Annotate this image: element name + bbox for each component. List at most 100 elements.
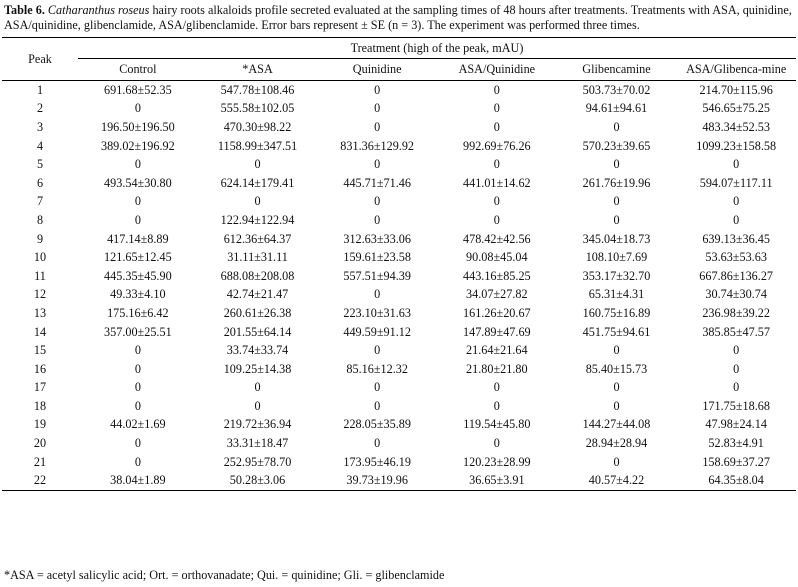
table-cell: 0 xyxy=(493,82,500,97)
table-cell: 33.31±18.47 xyxy=(226,436,289,451)
table-cell: 0 xyxy=(493,194,500,209)
table-cell: 0 xyxy=(254,380,261,395)
peak-number: 16 xyxy=(33,361,47,376)
peak-number: 15 xyxy=(33,343,47,358)
table-cell: 44.02±1.69 xyxy=(110,417,166,432)
table-cell: 171.75±18.68 xyxy=(702,398,770,413)
table-row: 6 493.54±30.80 624.14±179.41 445.71±71.46 44… xyxy=(2,174,796,193)
table-row: 21 0 252.95±78.70 173.95±46.19 120.23±28.99 0… xyxy=(2,453,796,472)
table-cell: 555.58±102.05 xyxy=(220,101,295,116)
table-body: 1 691.68±52.35 547.78±108.46 0 0 503.73±70.02… xyxy=(2,81,796,491)
table-cell: 122.94±122.94 xyxy=(220,212,295,227)
table-cell: 0 xyxy=(613,119,620,134)
table-cell: 236.98±39.22 xyxy=(702,305,770,320)
table-cell: 252.95±78.70 xyxy=(223,454,292,469)
table-row: 17 0 0 0 0 0 0 xyxy=(2,379,796,398)
table-cell: 0 xyxy=(134,361,141,376)
table-cell: 261.76±19.96 xyxy=(582,175,651,190)
table-cell: 21.64±21.64 xyxy=(466,343,528,358)
table-cell: 0 xyxy=(134,380,141,395)
table-cell: 147.89±47.69 xyxy=(463,324,531,339)
peak-number: 12 xyxy=(33,287,47,302)
peak-number: 21 xyxy=(33,454,47,469)
table-cell: 478.42±42.56 xyxy=(463,231,531,246)
table-cell: 1099.23±158.58 xyxy=(696,138,777,153)
table-cell: 0 xyxy=(374,119,381,134)
table-row: 9 417.14±8.89 612.36±64.37 312.63±33.06 478.… xyxy=(2,230,796,249)
table-cell: 121.65±12.45 xyxy=(104,250,172,265)
table-cell: 0 xyxy=(613,343,620,358)
table-cell: 451.75±94.61 xyxy=(582,324,651,339)
peak-number: 4 xyxy=(36,138,44,153)
table-cell: 0 xyxy=(374,101,381,116)
table-cell: 47.98±24.14 xyxy=(705,417,767,432)
table-cell: 0 xyxy=(254,157,261,172)
peak-number: 11 xyxy=(34,268,46,283)
table-cell: 570.23±39.65 xyxy=(582,138,651,153)
table-cell: 0 xyxy=(374,436,381,451)
peak-number: 7 xyxy=(36,194,44,209)
footnote: *ASA = acetyl salicylic acid; Ort. = ort… xyxy=(4,568,445,582)
table-cell: 0 xyxy=(134,194,141,209)
caption-text: hairy roots alkaloids profile secreted e… xyxy=(4,3,792,32)
table-cell: 0 xyxy=(493,101,500,116)
table-row: 16 0 109.25±14.38 85.16±12.32 21.80±21.80 85.… xyxy=(2,360,796,379)
table-row: 4 389.02±196.92 1158.99±347.51 831.36±129.9… xyxy=(2,137,796,156)
peak-number: 10 xyxy=(33,250,47,265)
table-cell: 385.85±47.57 xyxy=(702,324,770,339)
table-cell: 441.01±14.62 xyxy=(463,175,531,190)
table-row: 18 0 0 0 0 0 171.75±18.68 xyxy=(2,397,796,416)
table-cell: 219.72±36.94 xyxy=(223,417,292,432)
table-cell: 39.73±19.96 xyxy=(346,473,408,488)
table-row: 22 38.04±1.89 50.28±3.06 39.73±19.96 36.65±3… xyxy=(2,471,796,491)
peak-number: 2 xyxy=(36,101,44,116)
table-cell: 0 xyxy=(733,194,740,209)
table-cell: 417.14±8.89 xyxy=(107,231,169,246)
table-cell: 389.02±196.92 xyxy=(100,138,175,153)
table-row: 19 44.02±1.69 219.72±36.94 228.05±35.89 119.… xyxy=(2,416,796,435)
table-cell: 201.55±64.14 xyxy=(223,324,292,339)
table-cell: 445.35±45.90 xyxy=(104,268,172,283)
table-cell: 688.08±208.08 xyxy=(220,268,295,283)
table-cell: 85.40±15.73 xyxy=(585,361,648,376)
table-cell: 557.51±94.39 xyxy=(343,268,411,283)
column-header: ASA/Quinidine xyxy=(458,62,536,76)
peak-number: 6 xyxy=(36,175,44,190)
table-cell: 228.05±35.89 xyxy=(343,417,411,432)
column-header: Glibencamine xyxy=(582,62,651,76)
column-header: *ASA xyxy=(242,62,273,76)
table-cell: 345.04±18.73 xyxy=(582,231,651,246)
peak-number: 20 xyxy=(33,436,47,451)
table-cell: 175.16±6.42 xyxy=(107,305,169,320)
table-cell: 158.69±37.27 xyxy=(702,454,770,469)
peak-number: 14 xyxy=(33,324,47,339)
table-cell: 831.36±129.92 xyxy=(340,138,415,153)
table-cell: 38.04±1.89 xyxy=(110,473,166,488)
table-cell: 691.68±52.35 xyxy=(104,82,172,97)
table-cell: 40.57±4.22 xyxy=(588,473,645,488)
table-cell: 0 xyxy=(134,398,141,413)
table-cell: 0 xyxy=(733,212,740,227)
table-cell: 0 xyxy=(134,343,141,358)
table-cell: 0 xyxy=(374,157,381,172)
peak-number: 8 xyxy=(36,212,44,227)
table-cell: 443.16±85.25 xyxy=(463,268,531,283)
table-cell: 0 xyxy=(493,119,500,134)
peak-number: 19 xyxy=(33,417,47,432)
column-header: Control xyxy=(119,62,157,76)
table-cell: 31.11±31.11 xyxy=(227,250,288,265)
table-cell: 0 xyxy=(134,436,141,451)
peak-number: 5 xyxy=(36,157,44,172)
table-cell: 159.61±23.58 xyxy=(343,250,411,265)
table-row: 3 196.50±196.50 470.30±98.22 0 0 0 483.34±52.5… xyxy=(2,118,796,137)
peak-number: 18 xyxy=(33,398,47,413)
table-cell: 120.23±28.99 xyxy=(463,454,531,469)
table-row: 7 0 0 0 0 0 0 xyxy=(2,193,796,212)
table-cell: 109.25±14.38 xyxy=(223,361,292,376)
table-cell: 0 xyxy=(613,212,620,227)
table-cell: 90.08±45.04 xyxy=(466,250,528,265)
table-cell: 0 xyxy=(374,287,381,302)
table-cell: 0 xyxy=(733,361,740,376)
table-cell: 0 xyxy=(134,212,141,227)
